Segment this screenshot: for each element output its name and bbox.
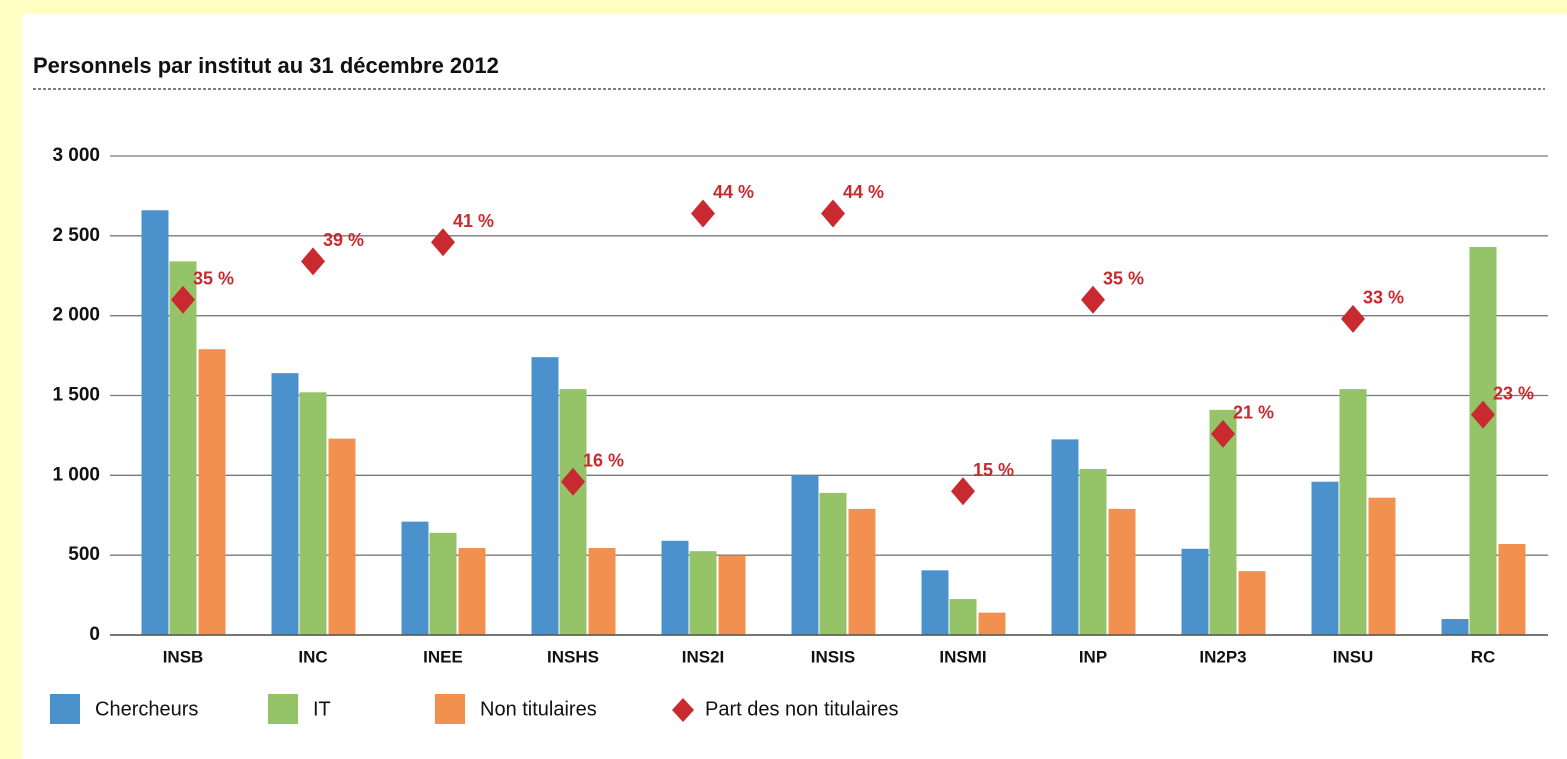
- bar: [791, 475, 819, 635]
- diamond-marker: [431, 228, 455, 257]
- bar: [1311, 481, 1339, 635]
- bar: [1238, 571, 1266, 635]
- bar: [1368, 497, 1396, 635]
- x-tick-label: INSMI: [939, 647, 986, 666]
- bar: [1079, 468, 1107, 635]
- bar: [169, 261, 197, 635]
- x-tick-label: INS2I: [682, 647, 725, 666]
- bar: [978, 612, 1006, 635]
- legend-label: IT: [313, 698, 331, 720]
- bar: [921, 570, 949, 635]
- bar: [848, 508, 876, 635]
- bar: [1108, 508, 1136, 635]
- data-label: 44 %: [843, 182, 884, 202]
- x-tick-label: INSB: [163, 647, 204, 666]
- data-label: 35 %: [193, 268, 234, 288]
- bar: [401, 521, 429, 635]
- bar: [531, 357, 559, 635]
- legend-label: Non titulaires: [480, 698, 597, 720]
- legend-label: Part des non titulaires: [705, 698, 898, 720]
- x-tick-label: INP: [1079, 647, 1107, 666]
- bar: [1051, 439, 1079, 635]
- data-label: 33 %: [1363, 288, 1404, 308]
- bar: [559, 389, 587, 635]
- legend-label: Chercheurs: [95, 698, 198, 720]
- bar: [689, 551, 717, 635]
- y-tick-label: 1 000: [52, 464, 100, 485]
- data-label: 23 %: [1493, 383, 1534, 403]
- legend-swatch: [672, 698, 694, 722]
- data-label: 39 %: [323, 230, 364, 250]
- bar: [1181, 548, 1209, 635]
- diamond-marker: [691, 199, 715, 228]
- data-label: 21 %: [1233, 403, 1274, 423]
- bar: [1469, 247, 1497, 635]
- bar: [458, 547, 486, 635]
- bar: [661, 540, 689, 635]
- diamond-marker: [1471, 400, 1495, 429]
- x-tick-label: INEE: [423, 647, 463, 666]
- diamond-marker: [1341, 304, 1365, 333]
- data-label: 16 %: [583, 450, 624, 470]
- bar: [819, 492, 847, 635]
- data-label: 15 %: [973, 460, 1014, 480]
- bar: [198, 349, 226, 635]
- bar: [299, 392, 327, 635]
- diamond-marker: [821, 199, 845, 228]
- data-label: 44 %: [713, 182, 754, 202]
- diamond-marker: [171, 285, 195, 314]
- bar: [1498, 543, 1526, 635]
- diamond-marker: [561, 467, 585, 496]
- y-tick-label: 0: [89, 624, 100, 645]
- x-tick-label: IN2P3: [1199, 647, 1246, 666]
- diamond-marker: [301, 247, 325, 276]
- bar: [718, 555, 746, 635]
- legend-swatch: [435, 694, 465, 724]
- y-tick-label: 1 500: [52, 385, 100, 406]
- legend-swatch: [268, 694, 298, 724]
- legend-swatch: [50, 694, 80, 724]
- data-label: 41 %: [453, 211, 494, 231]
- y-tick-label: 2 000: [52, 305, 100, 326]
- diamond-marker: [1211, 419, 1235, 448]
- y-tick-label: 500: [68, 544, 100, 565]
- x-tick-label: INSIS: [811, 647, 855, 666]
- y-tick-label: 2 500: [52, 225, 100, 246]
- y-tick-label: 3 000: [52, 145, 100, 166]
- bar: [1339, 389, 1367, 635]
- data-label: 35 %: [1103, 268, 1144, 288]
- bar: [328, 438, 356, 635]
- bar: [1441, 619, 1469, 635]
- bar: [949, 599, 977, 635]
- x-tick-label: RC: [1471, 647, 1496, 666]
- bar: [271, 373, 299, 635]
- chart-title: Personnels par institut au 31 décembre 2…: [33, 53, 499, 78]
- diamond-marker: [951, 477, 975, 506]
- x-tick-label: INSHS: [547, 647, 599, 666]
- bar: [429, 532, 457, 635]
- bar: [588, 547, 616, 635]
- bar: [141, 210, 169, 635]
- diamond-marker: [1081, 285, 1105, 314]
- x-tick-label: INC: [298, 647, 327, 666]
- x-tick-label: INSU: [1333, 647, 1374, 666]
